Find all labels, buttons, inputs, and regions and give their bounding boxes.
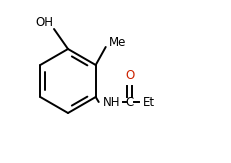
Text: O: O — [125, 68, 134, 82]
Text: OH: OH — [35, 15, 53, 29]
Text: Et: Et — [143, 96, 155, 109]
Text: C: C — [126, 96, 134, 109]
Text: NH: NH — [103, 96, 120, 109]
Text: Me: Me — [109, 37, 126, 50]
